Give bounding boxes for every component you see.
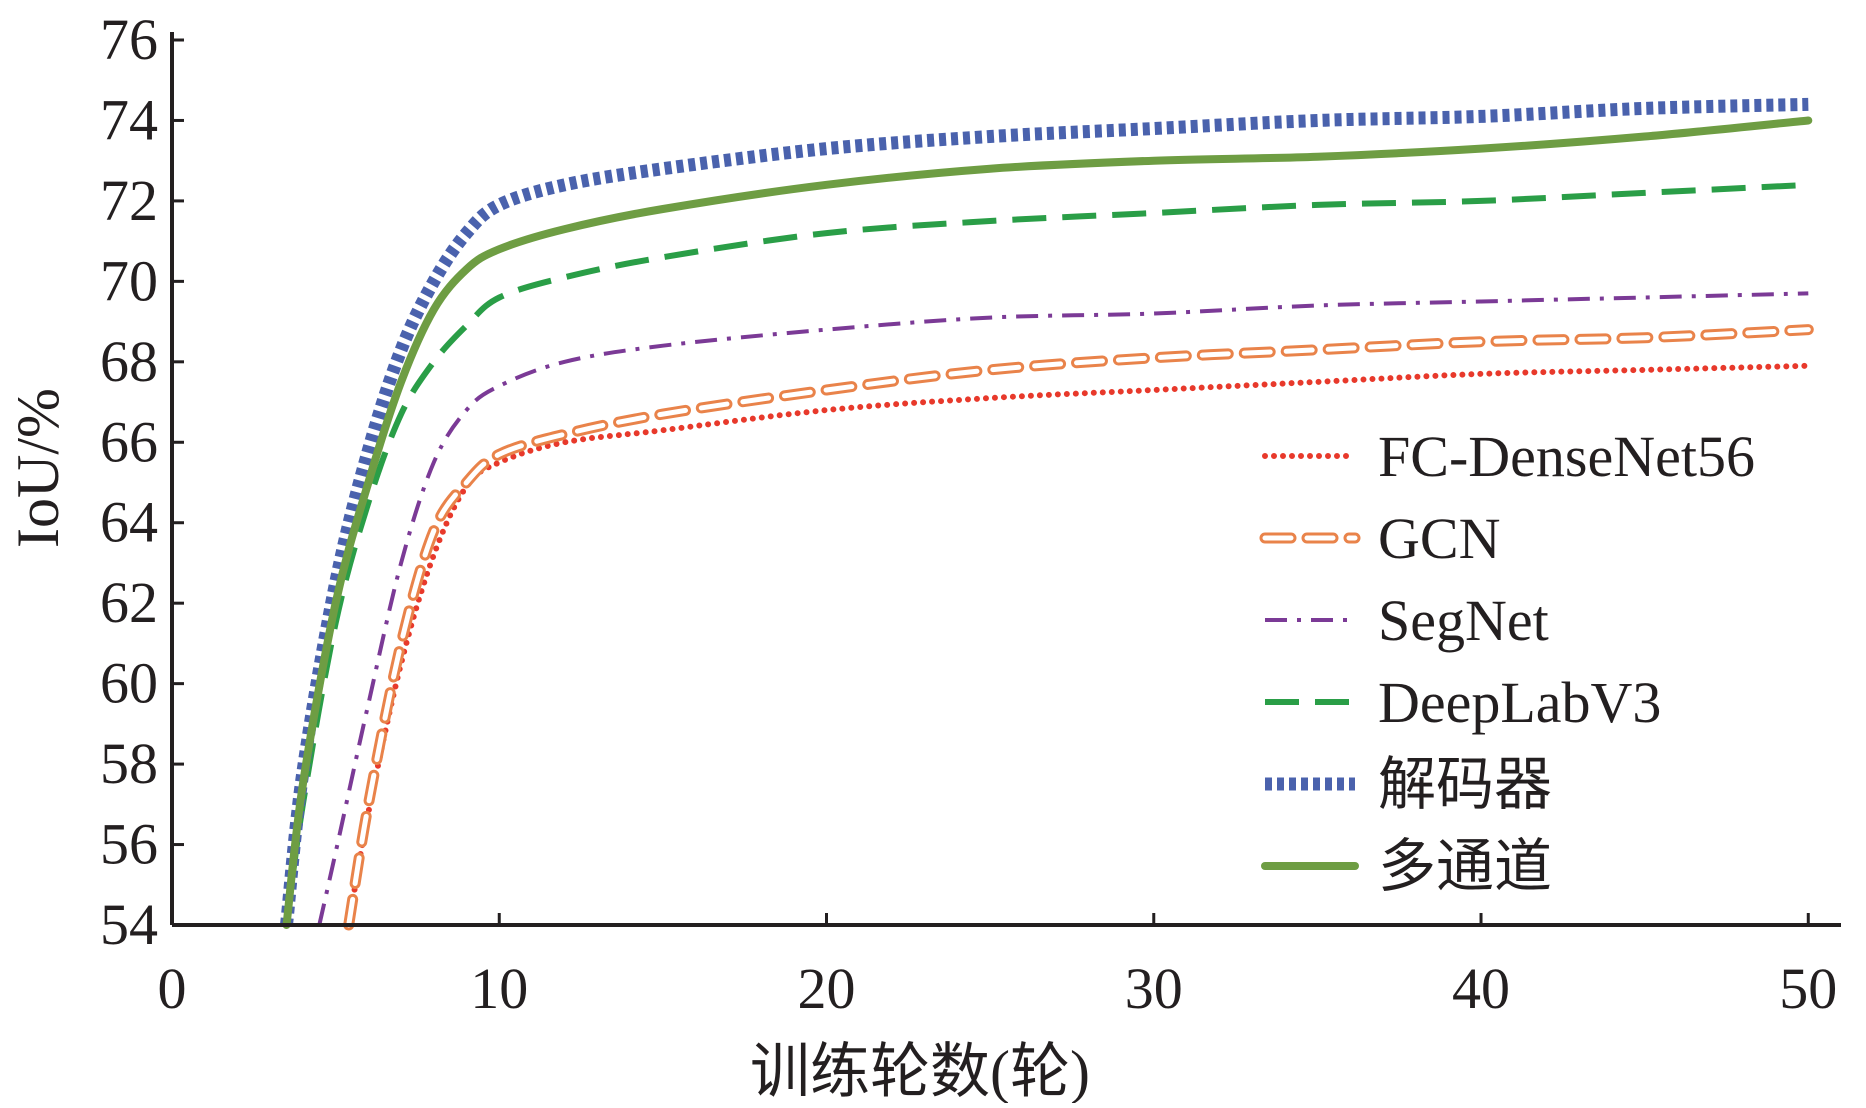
y-tick-label: 64 [100, 490, 158, 555]
x-tick-label: 10 [470, 956, 528, 1021]
x-tick-label: 20 [798, 956, 856, 1021]
ticks-group: 54 56 58 60 62 64 66 68 70 72 74 76 0 10 20 30 40 50 [100, 7, 1837, 1021]
legend-item: GCN [1259, 506, 1500, 571]
y-tick-label: 56 [100, 812, 158, 877]
y-tick-label: 62 [100, 570, 158, 635]
y-tick-label: 74 [100, 87, 158, 152]
legend-item: SegNet [1265, 588, 1549, 653]
series-line-5 [280, 97, 1809, 926]
legend-label: DeepLabV3 [1378, 670, 1661, 735]
series-group [280, 97, 1814, 931]
series-line-2 [343, 324, 1814, 931]
x-axis-title: 训练轮数(轮) [750, 1039, 1090, 1103]
series-line-6 [282, 116, 1813, 929]
legend-item: 多通道 [1261, 834, 1552, 899]
legend-label: GCN [1378, 506, 1500, 571]
series-line-3 [317, 291, 1809, 926]
legend-label: FC-DenseNet56 [1378, 424, 1755, 489]
y-tick-label: 66 [100, 409, 158, 474]
y-tick-label: 58 [100, 731, 158, 796]
legend-label: SegNet [1378, 588, 1549, 653]
legend-label: 解码器 [1378, 752, 1552, 817]
axes-group [170, 32, 1841, 927]
x-tick-label: 50 [1779, 956, 1837, 1021]
y-tick-label: 76 [100, 7, 158, 72]
y-tick-label: 54 [100, 892, 158, 957]
y-axis-title: IoU/% [5, 388, 71, 548]
legend-label: 多通道 [1378, 834, 1552, 899]
y-tick-label: 68 [100, 329, 158, 394]
y-tick-label: 72 [100, 168, 158, 233]
y-tick-label: 60 [100, 651, 158, 716]
legend-item: DeepLabV3 [1265, 670, 1661, 735]
legend-item: FC-DenseNet56 [1262, 424, 1755, 489]
series-line-4 [283, 181, 1809, 926]
x-tick-label: 40 [1452, 956, 1510, 1021]
x-tick-label: 30 [1125, 956, 1183, 1021]
legend-item: 解码器 [1265, 752, 1552, 817]
x-tick-label: 0 [158, 956, 187, 1021]
y-tick-label: 70 [100, 248, 158, 313]
